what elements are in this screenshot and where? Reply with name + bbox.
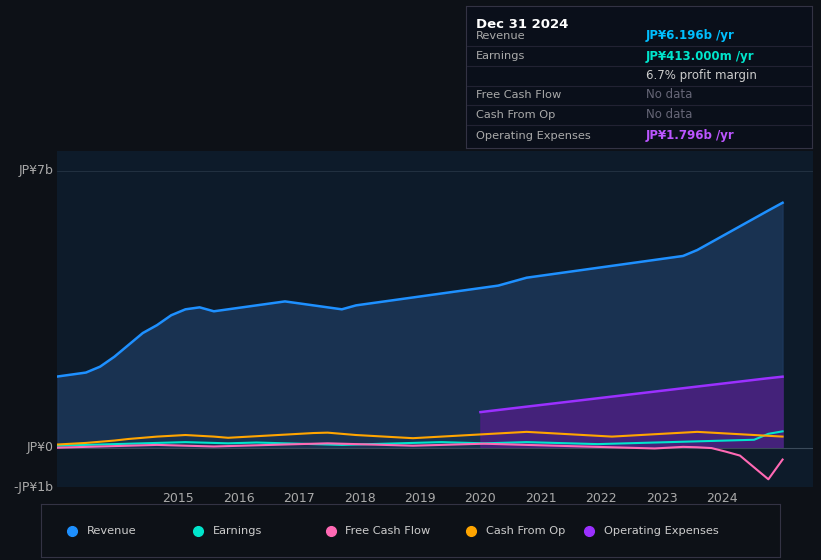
Text: Dec 31 2024: Dec 31 2024 bbox=[476, 18, 568, 31]
Text: JP¥6.196b /yr: JP¥6.196b /yr bbox=[645, 29, 735, 42]
Text: Operating Expenses: Operating Expenses bbox=[604, 526, 719, 535]
Text: -JP¥1b: -JP¥1b bbox=[13, 480, 53, 494]
Text: JP¥1.796b /yr: JP¥1.796b /yr bbox=[645, 129, 735, 142]
Text: Free Cash Flow: Free Cash Flow bbox=[346, 526, 431, 535]
Text: No data: No data bbox=[645, 88, 692, 101]
Text: Cash From Op: Cash From Op bbox=[476, 110, 555, 120]
Text: JP¥413.000m /yr: JP¥413.000m /yr bbox=[645, 50, 754, 63]
Text: Cash From Op: Cash From Op bbox=[486, 526, 565, 535]
Text: Revenue: Revenue bbox=[87, 526, 136, 535]
Text: Operating Expenses: Operating Expenses bbox=[476, 130, 590, 141]
Text: JP¥7b: JP¥7b bbox=[19, 165, 53, 178]
Text: Earnings: Earnings bbox=[213, 526, 262, 535]
Text: Earnings: Earnings bbox=[476, 52, 525, 61]
Text: Free Cash Flow: Free Cash Flow bbox=[476, 90, 561, 100]
Text: Revenue: Revenue bbox=[476, 31, 525, 40]
Text: No data: No data bbox=[645, 108, 692, 122]
Text: 6.7% profit margin: 6.7% profit margin bbox=[645, 69, 756, 82]
Text: JP¥0: JP¥0 bbox=[26, 441, 53, 454]
